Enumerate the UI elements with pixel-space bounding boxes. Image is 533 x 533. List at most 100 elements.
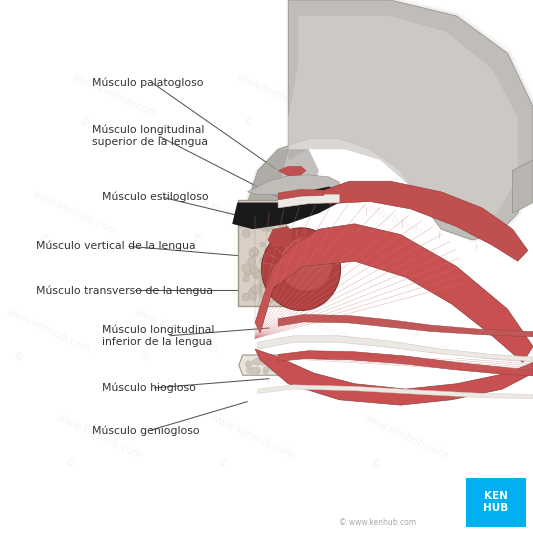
Circle shape: [252, 204, 261, 214]
Text: Músculo longitudinal
superior de la lengua: Músculo longitudinal superior de la leng…: [92, 125, 208, 147]
Text: ©: ©: [78, 116, 91, 129]
Circle shape: [248, 257, 255, 266]
Circle shape: [257, 224, 263, 229]
Polygon shape: [278, 314, 533, 337]
Circle shape: [246, 366, 253, 374]
Circle shape: [255, 269, 263, 277]
Circle shape: [248, 290, 254, 296]
Text: www.kenhub.com: www.kenhub.com: [362, 413, 449, 461]
Text: Músculo palatogloso: Músculo palatogloso: [92, 77, 204, 88]
Circle shape: [271, 361, 276, 366]
Text: ©: ©: [292, 351, 305, 364]
Text: ©: ©: [394, 116, 407, 129]
Text: www.kenhub.com: www.kenhub.com: [209, 413, 296, 461]
Circle shape: [261, 224, 268, 231]
Circle shape: [243, 229, 251, 237]
Circle shape: [270, 366, 273, 370]
Text: ©: ©: [368, 457, 382, 470]
Circle shape: [253, 270, 261, 279]
Polygon shape: [258, 385, 533, 399]
Circle shape: [246, 213, 253, 220]
Circle shape: [240, 215, 247, 223]
Circle shape: [256, 285, 263, 292]
Circle shape: [269, 361, 273, 367]
Circle shape: [253, 207, 261, 215]
Polygon shape: [246, 0, 533, 241]
Text: ©: ©: [12, 351, 25, 364]
Circle shape: [242, 264, 251, 273]
Circle shape: [269, 207, 277, 216]
Circle shape: [254, 359, 260, 365]
Circle shape: [260, 258, 265, 264]
Circle shape: [249, 293, 256, 301]
Circle shape: [247, 293, 252, 299]
Polygon shape: [239, 355, 285, 375]
Circle shape: [259, 278, 268, 287]
Circle shape: [246, 361, 252, 367]
Circle shape: [263, 283, 268, 288]
Text: www.kenhub.com: www.kenhub.com: [183, 189, 271, 237]
Circle shape: [254, 358, 261, 366]
Polygon shape: [247, 175, 340, 195]
Text: ©: ©: [37, 233, 50, 246]
Text: Músculo vertical de la lengua: Músculo vertical de la lengua: [36, 241, 196, 252]
Polygon shape: [247, 0, 533, 240]
Polygon shape: [513, 160, 533, 213]
Text: www.kenhub.com: www.kenhub.com: [30, 189, 118, 237]
Circle shape: [260, 243, 264, 247]
Circle shape: [251, 367, 257, 374]
Polygon shape: [258, 336, 533, 361]
Circle shape: [248, 365, 252, 369]
Circle shape: [263, 211, 268, 216]
Circle shape: [263, 214, 271, 223]
Polygon shape: [238, 200, 286, 306]
Circle shape: [266, 226, 271, 231]
Circle shape: [250, 248, 259, 257]
Text: Músculo longitudinal
inferior de la lengua: Músculo longitudinal inferior de la leng…: [102, 325, 215, 347]
Circle shape: [254, 367, 261, 374]
Circle shape: [265, 247, 270, 252]
Text: www.kenhub.com: www.kenhub.com: [285, 306, 373, 354]
Circle shape: [246, 363, 250, 367]
Polygon shape: [278, 195, 340, 208]
Polygon shape: [268, 227, 293, 248]
Circle shape: [250, 265, 258, 273]
Circle shape: [244, 208, 252, 217]
Polygon shape: [245, 0, 533, 241]
Text: www.kenhub.com: www.kenhub.com: [56, 413, 143, 461]
Text: www.kenhub.com: www.kenhub.com: [234, 72, 322, 120]
Circle shape: [264, 266, 269, 271]
Circle shape: [261, 258, 265, 262]
Polygon shape: [278, 351, 533, 376]
Circle shape: [250, 287, 257, 295]
Polygon shape: [319, 181, 528, 261]
Text: www.kenhub.com: www.kenhub.com: [336, 189, 424, 237]
Text: Músculo geniogloso: Músculo geniogloso: [92, 425, 200, 436]
Text: www.kenhub.com: www.kenhub.com: [387, 72, 475, 120]
Circle shape: [265, 268, 272, 274]
Circle shape: [270, 358, 276, 364]
FancyBboxPatch shape: [466, 478, 526, 527]
Circle shape: [259, 293, 265, 298]
Text: Músculo transverso de la lengua: Músculo transverso de la lengua: [36, 285, 213, 296]
Circle shape: [260, 359, 266, 366]
Polygon shape: [278, 166, 306, 176]
Text: ©: ©: [139, 351, 152, 364]
Circle shape: [268, 262, 274, 269]
Circle shape: [243, 276, 249, 282]
Circle shape: [252, 285, 260, 294]
Polygon shape: [255, 224, 533, 362]
Circle shape: [276, 275, 281, 280]
Polygon shape: [232, 187, 340, 229]
Circle shape: [252, 360, 256, 364]
Polygon shape: [288, 16, 518, 224]
Circle shape: [259, 205, 264, 211]
Circle shape: [246, 268, 252, 275]
Text: Músculo hiogloso: Músculo hiogloso: [102, 383, 196, 393]
Polygon shape: [247, 149, 319, 229]
Text: ©: ©: [62, 457, 76, 470]
Circle shape: [257, 357, 260, 361]
Circle shape: [264, 282, 269, 286]
Circle shape: [264, 213, 271, 220]
Circle shape: [249, 251, 254, 256]
